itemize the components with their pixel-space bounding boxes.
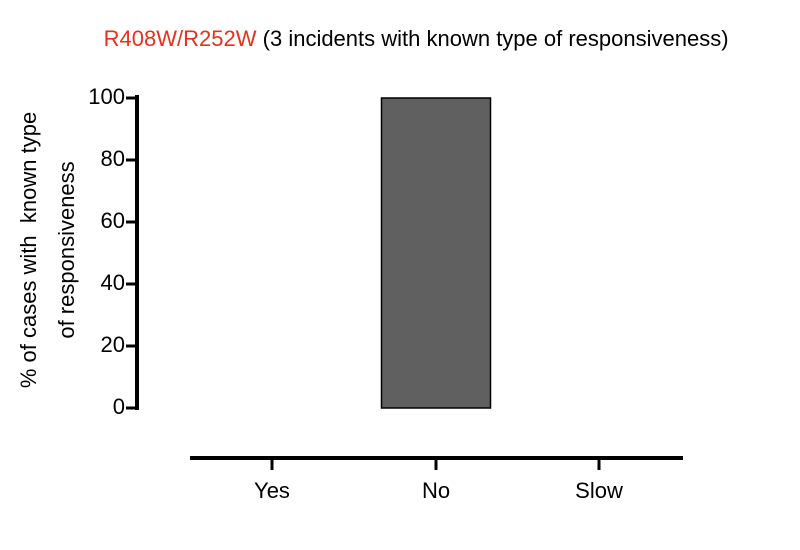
title-highlight: R408W/R252W <box>104 26 257 51</box>
y-tick-label: 0 <box>113 394 125 419</box>
y-axis-label: % of cases with known type of responsive… <box>16 112 79 388</box>
y-tick-label: 80 <box>101 146 125 171</box>
bar <box>380 97 492 409</box>
y-tick-label: 20 <box>101 332 125 357</box>
x-tick-label: No <box>422 478 450 503</box>
y-tick-label: 100 <box>88 84 125 109</box>
y-tick-label: 60 <box>101 208 125 233</box>
title-text: (3 incidents with known type of responsi… <box>263 26 729 51</box>
y-label-line: % of cases with known type <box>16 112 41 388</box>
chart-title: R408W/R252W (3 incidents with known type… <box>73 26 747 51</box>
y-tick-label: 40 <box>101 270 125 295</box>
x-tick-label: Yes <box>254 478 290 503</box>
y-label-line: of responsiveness <box>54 161 79 338</box>
x-tick-label: Slow <box>575 478 623 503</box>
